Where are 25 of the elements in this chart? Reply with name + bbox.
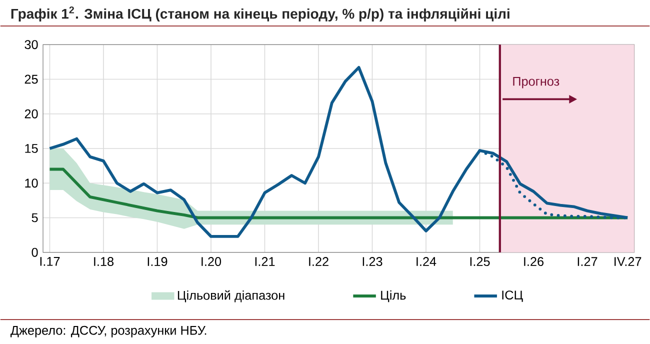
legend-label: Ціль — [381, 290, 406, 302]
y-tick-label: 25 — [24, 74, 38, 84]
x-tick-label: I.20 — [202, 257, 222, 266]
x-tick-label: I.26 — [524, 257, 544, 266]
x-tick-label: I.17 — [40, 257, 60, 266]
legend-label: ІСЦ — [502, 290, 523, 302]
x-tick-label: I.22 — [309, 257, 328, 266]
text: Цільовий діапазон — [178, 290, 284, 302]
text: Джерело: ДССУ, розрахунки НБУ. — [10, 326, 206, 338]
x-tick-label: I.27 — [578, 257, 598, 266]
y-tick-label: 5 — [32, 214, 38, 222]
x-tick-label: I.18 — [94, 257, 114, 266]
chart-title: Графік 1$^{2}$. Зміна ІСЦ (станом на кінець періоду, % р/р) та інфляційні цілі — [11, 6, 510, 22]
x-tick-label: I.21 — [255, 257, 275, 266]
x-tick-label: IV.27 — [614, 257, 642, 266]
y-tick-label: 15 — [25, 144, 38, 154]
x-tick-label: I.24 — [416, 257, 436, 266]
y-tick-label: 30 — [24, 40, 38, 50]
annotation: Прогноз — [513, 77, 560, 89]
y-tick-label: 0 — [32, 248, 38, 258]
x-tick-label: I.19 — [148, 257, 168, 266]
x-tick-label: I.25 — [470, 257, 490, 266]
x-tick-label: I.23 — [362, 257, 382, 266]
y-tick-label: 20 — [24, 110, 38, 119]
y-tick-label: 10 — [25, 178, 38, 188]
